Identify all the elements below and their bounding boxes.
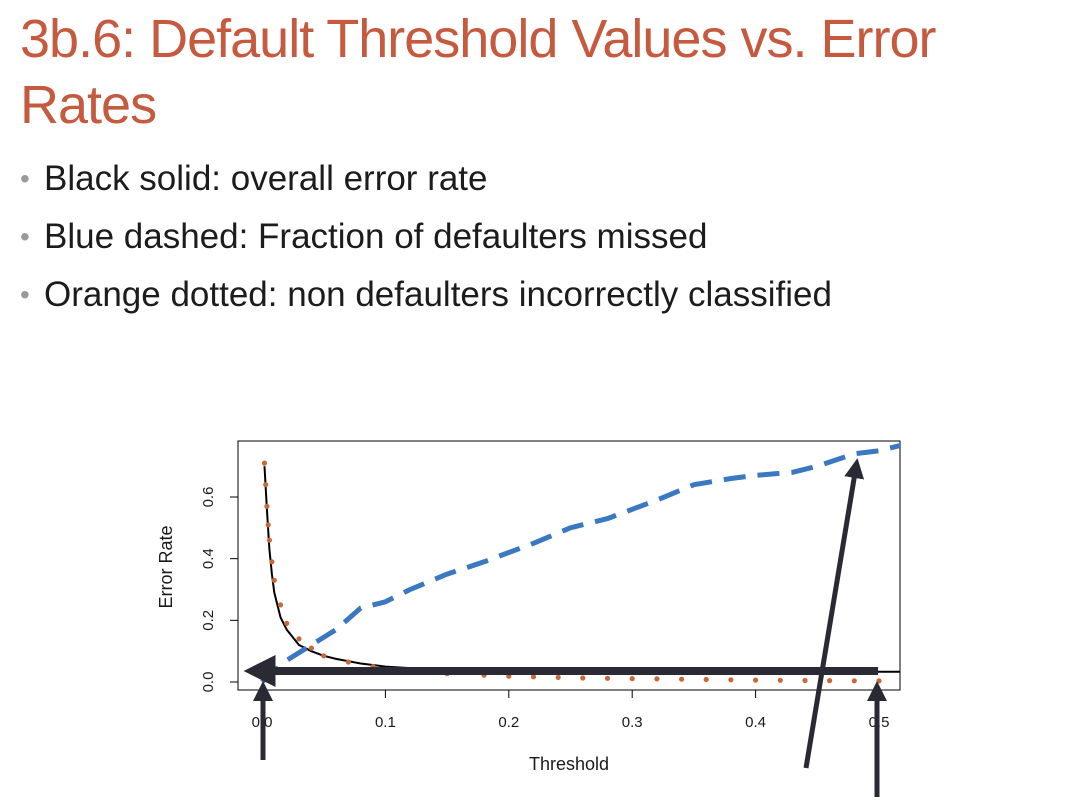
data-point (753, 677, 759, 683)
data-point (284, 620, 290, 627)
data-point (580, 675, 586, 681)
bullet-dot-icon: • (20, 279, 30, 310)
data-point (296, 636, 302, 642)
bullet-dot-icon: • (20, 163, 30, 194)
bullet-text: Blue dashed: Fraction of defaulters miss… (44, 217, 708, 256)
bullet-list: • Black solid: overall error rate • Blue d… (20, 150, 832, 324)
data-point (444, 671, 450, 677)
x-tick-label: 0.2 (498, 714, 519, 731)
data-point (277, 602, 284, 608)
data-point (679, 676, 685, 682)
data-point (264, 503, 270, 509)
data-point (345, 659, 351, 665)
data-point (321, 653, 327, 659)
data-point (395, 667, 401, 673)
data-point (555, 674, 561, 681)
y-axis-label: Error Rate (156, 525, 176, 608)
data-point (654, 676, 660, 682)
annotation-arrow-up-diagonal (803, 458, 865, 769)
data-point (827, 678, 833, 684)
bullet-overall-error: • Black solid: overall error rate (20, 150, 832, 208)
bullet-non-defaulters: • Orange dotted: non defaulters incorrect… (20, 266, 832, 324)
slide-title: 3b.6: Default Threshold Values vs. Error… (20, 9, 936, 135)
data-point (308, 645, 314, 651)
bullet-dot-icon: • (20, 221, 30, 252)
data-point (604, 675, 611, 681)
non-defaulters-misclassified-points (261, 460, 906, 684)
x-tick-label: 0.0 (252, 714, 273, 731)
y-tick-label: 0.2 (200, 610, 217, 631)
y-tick-label: 0.4 (200, 548, 217, 569)
x-axis-label: Threshold (529, 754, 609, 774)
data-point (269, 559, 275, 565)
data-point (506, 673, 512, 679)
data-point (261, 460, 268, 466)
data-point (265, 522, 271, 528)
data-point (728, 677, 734, 683)
bullet-defaulters-missed: • Blue dashed: Fraction of defaulters mis… (20, 208, 832, 266)
data-point (263, 482, 269, 488)
x-tick-label: 0.5 (869, 714, 890, 731)
data-point (271, 577, 277, 583)
plot-frame (237, 440, 901, 691)
y-tick-label: 0.6 (200, 487, 217, 508)
x-tick-label: 0.4 (745, 714, 766, 731)
data-point (777, 677, 783, 683)
data-point (629, 676, 635, 682)
data-point (419, 669, 425, 675)
data-point (901, 679, 906, 684)
data-point (530, 674, 537, 680)
overall-error-line (263, 466, 900, 673)
x-tick-label: 0.3 (622, 714, 643, 731)
data-point (703, 676, 709, 683)
data-point (802, 677, 808, 684)
bullet-text: Black solid: overall error rate (44, 159, 488, 198)
defaulters-missed-line (260, 442, 900, 684)
y-tick-label: 0.0 (200, 672, 217, 693)
data-point (266, 537, 272, 543)
data-point (481, 672, 487, 678)
data-point (370, 664, 376, 670)
x-tick-label: 0.1 (375, 714, 396, 731)
data-point (876, 678, 882, 684)
bullet-text: Orange dotted: non defaulters incorrectl… (44, 275, 832, 314)
data-point (851, 678, 857, 684)
